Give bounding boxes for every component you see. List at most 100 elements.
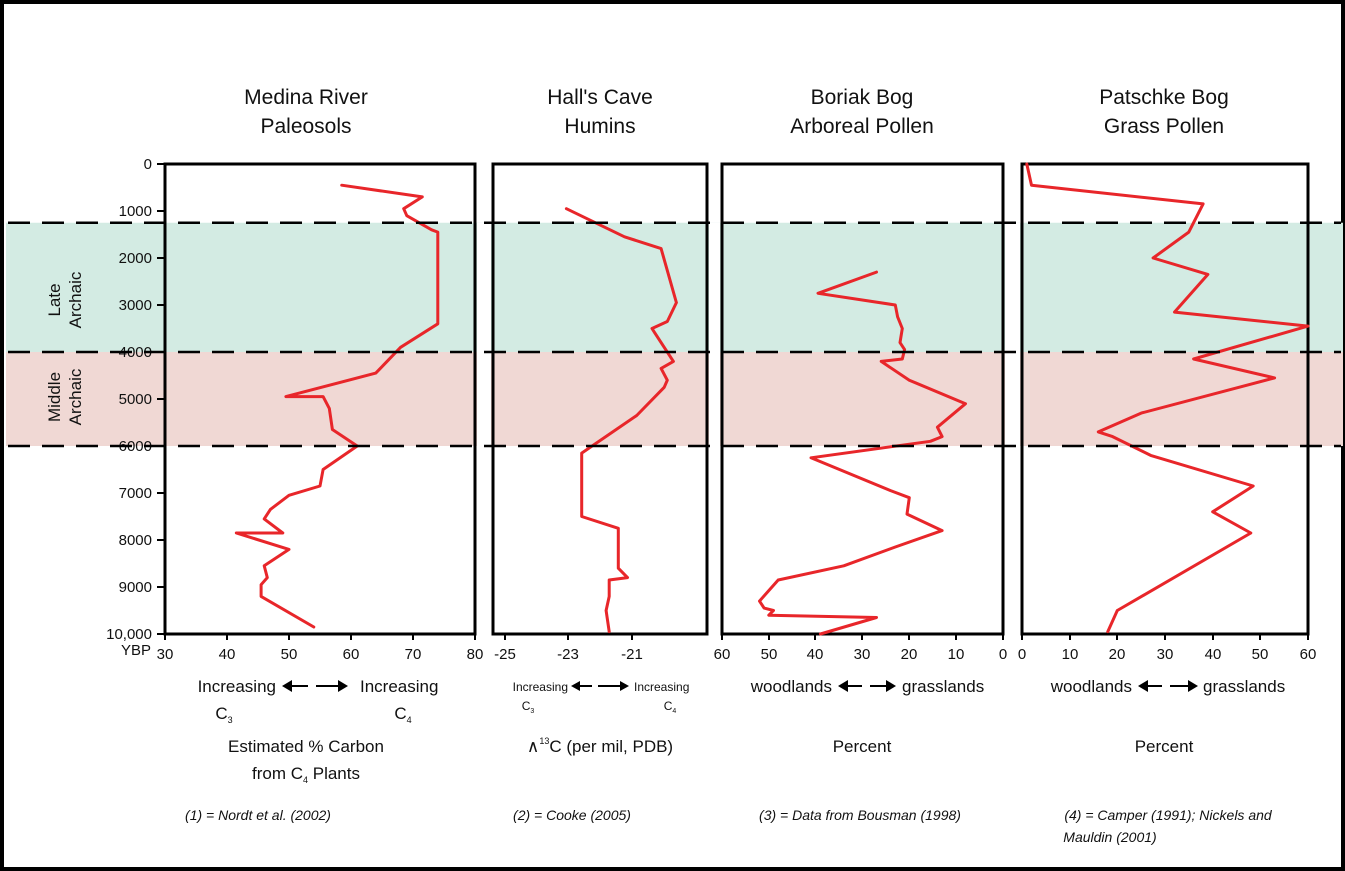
svg-text:Boriak Bog: Boriak Bog <box>811 86 914 109</box>
svg-text:(4) = Camper (1991); Nickels a: (4) = Camper (1991); Nickels and <box>1064 807 1273 823</box>
arrow-left-icon <box>1138 680 1162 692</box>
panel-1-title: Medina River Paleosols <box>244 86 368 138</box>
svg-text:Grass Pollen: Grass Pollen <box>1104 115 1224 138</box>
panel-3-data-point <box>889 489 892 492</box>
svg-text:Archaic: Archaic <box>66 368 85 425</box>
arrow-right-icon <box>316 680 348 692</box>
panel-2-data-point <box>659 367 663 370</box>
panel-4-data-point <box>1192 357 1195 361</box>
panel-2-data-point <box>580 515 583 518</box>
panel-2-data-point <box>565 207 568 210</box>
y-tick-10000: 10,000 <box>106 626 152 643</box>
panel-4-data-point <box>1025 162 1028 166</box>
panel-1-data-point <box>421 195 424 199</box>
panel-3-data-point <box>936 426 939 429</box>
late-archaic-band <box>6 222 1343 352</box>
panel-3-data-point <box>809 456 813 459</box>
plots: 30 40 50 60 70 80 -25 -23 -21 60 50 40 30 20 10 0 0 10 20 3… <box>8 162 1341 663</box>
y-tick-3000: 3000 <box>119 297 152 314</box>
panel-4-x-tick-label: 10 <box>1062 646 1079 663</box>
panel-1-direction: Increasing Increasing C3 C4 <box>198 677 439 725</box>
svg-text:Arboreal Pollen: Arboreal Pollen <box>790 115 934 138</box>
panel-4-data-point <box>1173 310 1176 314</box>
panel-1-xlabel: Estimated % Carbon from C4 Plants <box>228 737 384 785</box>
panel-gap <box>709 222 720 446</box>
y-tick-6000: 6000 <box>119 438 152 455</box>
arrow-right-icon <box>598 681 629 691</box>
panel-3-data-point <box>940 435 944 438</box>
panel-1-data-point <box>281 531 284 535</box>
panel-gap <box>1005 222 1020 446</box>
panel-1-reference: (1) = Nordt et al. (2002) <box>185 807 331 823</box>
panel-3-xlabel: Percent <box>833 737 892 756</box>
panel-4-x-tick-label: 50 <box>1252 646 1269 663</box>
svg-text:grasslands: grasslands <box>1203 677 1285 696</box>
panel-1-x-tick-label: 30 <box>157 646 174 663</box>
svg-text:Archaic: Archaic <box>66 271 85 328</box>
panel-3-data-point <box>903 348 906 351</box>
y-tick-2000: 2000 <box>119 250 152 267</box>
panel-2-x-tick-label: -25 <box>494 646 516 663</box>
panel-3-data-point <box>896 315 899 318</box>
panel-1-frame <box>163 162 477 636</box>
panel-3-x-tick-label: 50 <box>761 646 778 663</box>
panel-4-data-point <box>1201 202 1205 206</box>
panel-1-data-point <box>318 484 322 488</box>
panel-2-direction: Increasing Increasing C3 C4 <box>513 680 690 715</box>
panel-1-data-point <box>374 371 377 375</box>
panel-4-data-point <box>1187 230 1191 234</box>
panel-4-data-point <box>1211 510 1214 513</box>
panel-3-x-tick-label: 60 <box>714 646 731 663</box>
panel-4-data-point <box>1251 484 1255 488</box>
y-axis-tick-labels: 0 1000 2000 3000 4000 5000 6000 7000 800… <box>106 156 152 659</box>
panel-1-data-point <box>405 214 408 217</box>
middle-archaic-band <box>6 352 1343 446</box>
arrow-right-icon <box>1170 680 1198 692</box>
panel-2-data-point <box>617 567 620 570</box>
panel-1-data-point <box>436 322 439 325</box>
panel-2-data-point <box>623 235 626 239</box>
svg-text:Estimated % Carbon: Estimated % Carbon <box>228 737 384 756</box>
svg-text:from C4 Plants: from C4 Plants <box>252 764 360 785</box>
panel-1-data-point <box>436 294 439 297</box>
panel-1-data-point <box>263 517 266 521</box>
panel-4-direction: woodlands grasslands <box>1050 677 1286 696</box>
panel-3-data-point <box>875 616 878 619</box>
svg-text:Paleosols: Paleosols <box>260 115 351 138</box>
panel-2-data-point <box>626 576 629 579</box>
panel-2-data-point <box>663 386 666 389</box>
panel-1-data-point <box>287 548 291 551</box>
panel-1-data-point <box>430 228 433 231</box>
panel-4-title: Patschke Bog Grass Pollen <box>1099 86 1229 138</box>
svg-text:Increasing: Increasing <box>513 680 568 694</box>
panel-4-x-tick-label: 0 <box>1018 646 1026 663</box>
panel-2-data-point <box>607 630 611 633</box>
panel-2-title: Hall's Cave Humins <box>547 86 653 138</box>
panel-1-data-point <box>436 230 439 234</box>
panel-4-x-tick-label: 40 <box>1205 646 1222 663</box>
y-axis-unit: YBP <box>121 642 151 659</box>
panel-3-data-point <box>901 327 904 330</box>
panel-3-data-point <box>816 292 820 295</box>
y-tick-8000: 8000 <box>119 532 152 549</box>
y-tick-0: 0 <box>144 156 152 173</box>
panel-3-reference: (3) = Data from Bousman (1998) <box>759 807 961 823</box>
panel-3-data-point <box>929 440 932 443</box>
panel-3-data-point <box>894 303 897 307</box>
panel-2-frame <box>491 162 709 636</box>
panel-4-data-point <box>1106 630 1110 633</box>
svg-text:woodlands: woodlands <box>750 677 832 696</box>
svg-text:Hall's Cave: Hall's Cave <box>547 86 653 109</box>
panel-1-data-point <box>266 576 269 579</box>
panel-4-data-point <box>1111 435 1114 438</box>
panel-1-data-point <box>259 595 263 598</box>
panel-4-data-point <box>1151 256 1155 260</box>
panel-4-xlabel: Percent <box>1135 737 1194 756</box>
svg-text:Mauldin (2001): Mauldin (2001) <box>1063 829 1156 845</box>
panel-3-data-point <box>880 360 883 363</box>
svg-text:Humins: Humins <box>564 115 635 138</box>
panel-3-data-point <box>767 614 771 617</box>
panel-3-data-point <box>964 402 967 405</box>
panel-4-data-point <box>1206 273 1210 276</box>
y-tick-1000: 1000 <box>119 203 152 220</box>
